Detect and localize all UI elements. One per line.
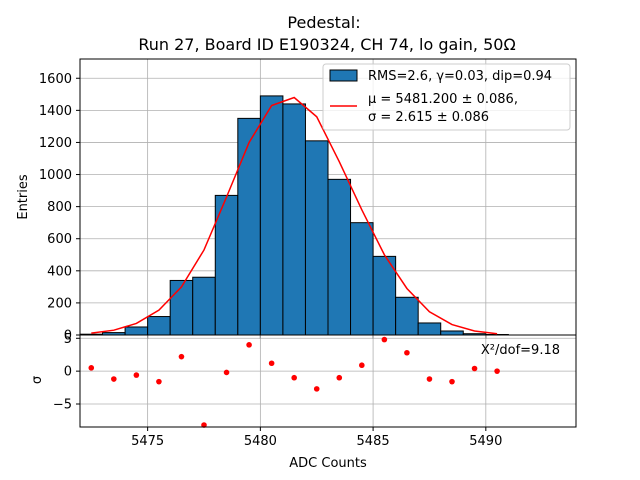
- legend: RMS=2.6, γ=0.03, dip=0.94 μ = 5481.200 ±…: [322, 63, 571, 131]
- histogram-bar: [237, 117, 261, 336]
- x-tick-label: 5490: [469, 434, 502, 449]
- residual-point: [313, 386, 320, 392]
- histogram-bar: [350, 222, 374, 336]
- legend-label-fit-sigma: σ = 2.615 ± 0.086: [368, 110, 489, 125]
- residual-point: [471, 365, 478, 372]
- histogram-bar: [259, 95, 284, 336]
- y-tick-label: 5: [64, 332, 72, 347]
- y-tick-label: 400: [47, 264, 72, 279]
- x-axis-label: ADC Counts: [289, 456, 367, 471]
- bottom-axes-frame: [79, 334, 577, 428]
- histogram-bar: [304, 140, 329, 336]
- x-tick-label: 5475: [131, 434, 164, 449]
- legend-frame: [322, 63, 571, 131]
- residual-point: [88, 365, 95, 371]
- histogram-bar: [147, 316, 171, 336]
- y-tick-label: 600: [47, 232, 72, 247]
- residual-point: [336, 374, 343, 381]
- histogram-bar: [395, 296, 419, 336]
- legend-label-fit-mu: μ = 5481.200 ± 0.086,: [368, 92, 518, 107]
- histogram-bar: [327, 178, 352, 336]
- histogram-bar: [192, 276, 216, 336]
- histogram-bar: [169, 279, 194, 336]
- fit-line: [91, 96, 498, 335]
- chart-title-line1: Pedestal:: [287, 13, 360, 32]
- legend-label-histogram: RMS=2.6, γ=0.03, dip=0.94: [368, 69, 552, 84]
- residual-point: [133, 372, 140, 378]
- y-tick-label: 1200: [39, 136, 72, 151]
- histogram-bar: [440, 330, 464, 336]
- y-tick-label: −5: [53, 398, 72, 413]
- legend-swatch-histogram: [329, 69, 358, 82]
- residual-point: [494, 368, 500, 374]
- residual-point: [381, 336, 388, 343]
- x-tick-label: 5480: [244, 434, 277, 449]
- histogram-bar: [372, 255, 397, 336]
- y-tick-label: 1000: [39, 168, 72, 183]
- y-tick-label: 200: [47, 296, 72, 311]
- y-tick-label: 800: [47, 200, 72, 215]
- histogram-bar: [417, 322, 442, 336]
- y-tick-label: 0: [64, 365, 72, 380]
- y-tick-label: 0: [64, 329, 72, 344]
- histogram-bar: [282, 103, 306, 336]
- residual-point: [291, 374, 297, 381]
- residual-point: [111, 376, 117, 382]
- residual-point: [178, 353, 185, 360]
- y-tick-label: 1400: [39, 104, 72, 119]
- residual-point: [449, 378, 455, 385]
- residual-point: [223, 369, 230, 376]
- y-tick-label: 1600: [39, 72, 72, 87]
- residual-point: [156, 378, 162, 385]
- chi2-annotation: X²/dof=9.18: [481, 343, 560, 358]
- residual-point: [404, 349, 410, 356]
- residual-point: [246, 342, 252, 348]
- y-axis-label-entries: Entries: [16, 174, 31, 220]
- residual-point: [201, 422, 207, 428]
- y-axis-label-sigma: σ: [30, 376, 45, 384]
- chart-title-line2: Run 27, Board ID E190324, CH 74, lo gain…: [138, 35, 515, 54]
- histogram-bar: [124, 326, 149, 336]
- x-tick-label: 5485: [357, 434, 390, 449]
- residual-point: [359, 362, 365, 369]
- residual-point: [268, 360, 275, 367]
- residual-point: [426, 376, 433, 382]
